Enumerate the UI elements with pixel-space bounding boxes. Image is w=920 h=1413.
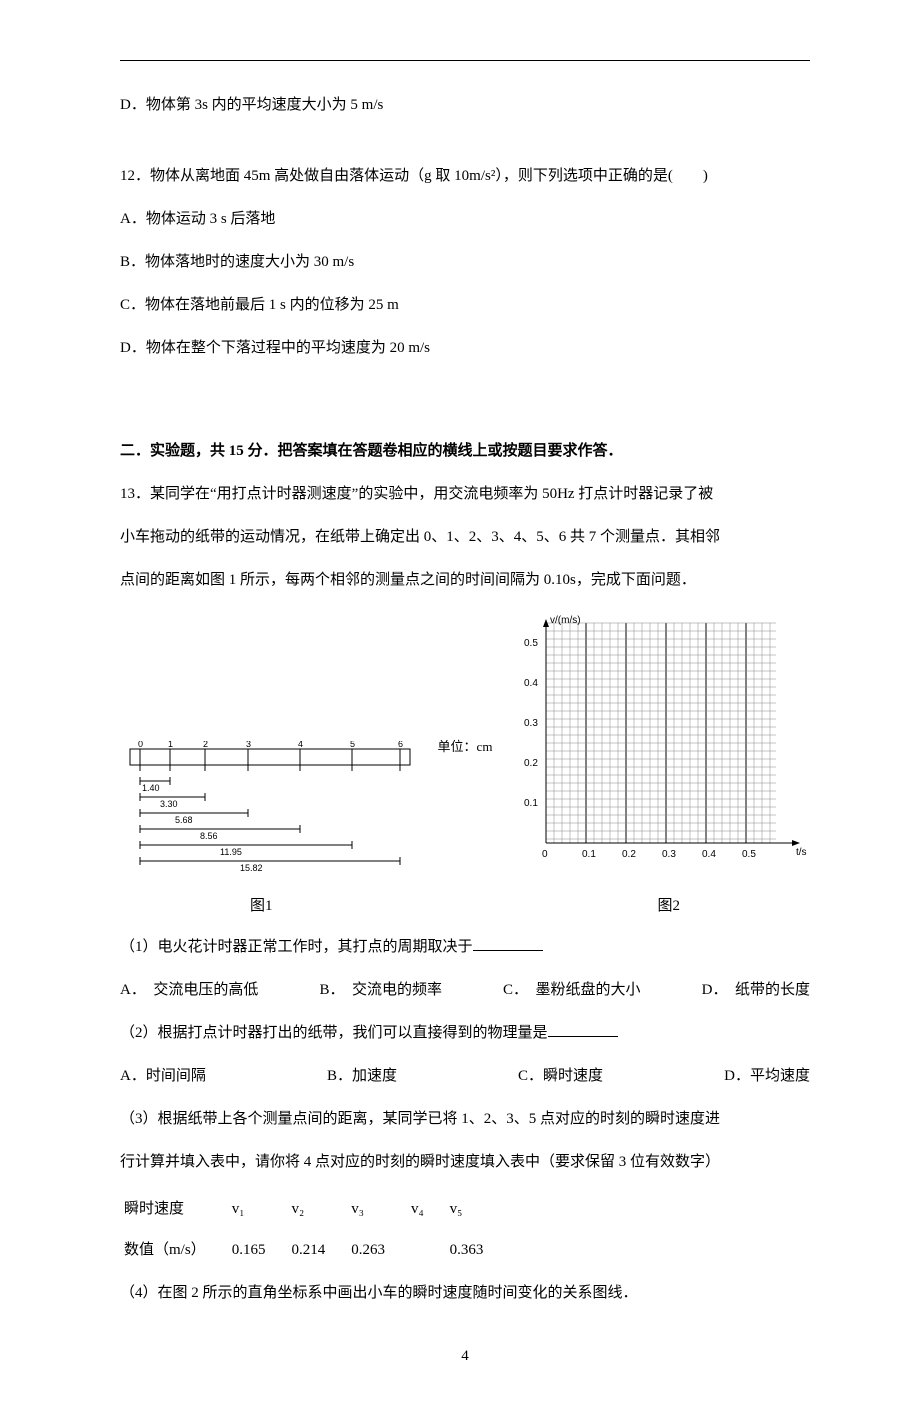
svg-text:0.1: 0.1 [582, 849, 596, 860]
td-label: 数值（m/s） [120, 1230, 228, 1271]
td-v1: 0.165 [228, 1230, 288, 1271]
top-rule [120, 60, 810, 61]
svg-text:6: 6 [398, 741, 403, 749]
svg-text:4: 4 [298, 741, 303, 749]
q13-2-a: A．时间间隔 [120, 1060, 206, 1093]
td-v5: 0.363 [446, 1230, 506, 1271]
q12-stem: 12．物体从离地面 45m 高处做自由落体运动（g 取 10m/s²），则下列选… [120, 160, 810, 193]
svg-text:3: 3 [246, 741, 251, 749]
q13-2-b: B．加速度 [327, 1060, 397, 1093]
q13-sub3b: 行计算并填入表中，请你将 4 点对应的时刻的瞬时速度填入表中（要求保留 3 位有… [120, 1146, 810, 1179]
section-2-heading: 二．实验题，共 15 分．把答案填在答题卷相应的横线上或按题目要求作答． [120, 435, 810, 468]
q12-c: C．物体在落地前最后 1 s 内的位移为 25 m [120, 289, 810, 322]
q12-a: A．物体运动 3 s 后落地 [120, 203, 810, 236]
svg-text:5.68: 5.68 [175, 815, 193, 825]
q13-sub2-opts: A．时间间隔 B．加速度 C．瞬时速度 D．平均速度 [120, 1060, 810, 1093]
q13-stem-2: 小车拖动的纸带的运动情况，在纸带上确定出 0、1、2、3、4、5、6 共 7 个… [120, 521, 810, 554]
caption-2: 图2 [657, 890, 680, 923]
q13-sub2: （2）根据打点计时器打出的纸带，我们可以直接得到的物理量是 [120, 1017, 810, 1050]
svg-text:11.95: 11.95 [220, 847, 242, 857]
q13-sub1-opts: A． 交流电压的高低 B． 交流电的频率 C． 墨粉纸盘的大小 D． 纸带的长度 [120, 974, 810, 1007]
figure-1-tape: 0 1 2 3 4 5 6 1.40 3.30 5.68 [120, 741, 420, 884]
velocity-table: 瞬时速度 v₁ v₂ v₃ v₄ v₅ 数值（m/s） 0.165 0.214 … [120, 1189, 505, 1271]
q13-1-b: B． 交流电的频率 [319, 974, 442, 1007]
svg-text:0.5: 0.5 [742, 849, 756, 860]
q13-2-c: C．瞬时速度 [518, 1060, 603, 1093]
figure-row: 0 1 2 3 4 5 6 1.40 3.30 5.68 [120, 611, 810, 884]
th-v2: v₂ [287, 1189, 347, 1230]
q13-1-a: A． 交流电压的高低 [120, 974, 258, 1007]
svg-text:0: 0 [138, 741, 143, 749]
table-row: 瞬时速度 v₁ v₂ v₃ v₄ v₅ [120, 1189, 505, 1230]
q13-1-c: C． 墨粉纸盘的大小 [503, 974, 641, 1007]
figure-2-grid: v/(m/s) t/s 0.1 0.2 0.3 0.4 0.5 0 0.1 0.… [510, 611, 810, 884]
tape-svg: 0 1 2 3 4 5 6 1.40 3.30 5.68 [120, 741, 420, 871]
unit-label: 单位：cm [438, 733, 493, 762]
page-number: 4 [120, 1340, 810, 1373]
td-v3: 0.263 [347, 1230, 407, 1271]
figure-captions: 图1 图2 [120, 890, 810, 923]
svg-text:0.2: 0.2 [524, 758, 538, 769]
th-v4: v₄ [407, 1189, 446, 1230]
q13-stem-3: 点间的距离如图 1 所示，每两个相邻的测量点之间的时间间隔为 0.10s，完成下… [120, 564, 810, 597]
svg-text:1.40: 1.40 [142, 783, 160, 793]
svg-text:0.4: 0.4 [702, 849, 716, 860]
q13-1-d: D． 纸带的长度 [702, 974, 810, 1007]
th-v3: v₃ [347, 1189, 407, 1230]
q13-sub3a: （3）根据纸带上各个测量点间的距离，某同学已将 1、2、3、5 点对应的时刻的瞬… [120, 1103, 810, 1136]
th-label: 瞬时速度 [120, 1189, 228, 1230]
svg-text:15.82: 15.82 [240, 863, 263, 871]
q13-sub1: （1）电火花计时器正常工作时，其打点的周期取决于 [120, 931, 810, 964]
svg-text:2: 2 [203, 741, 208, 749]
caption-1: 图1 [250, 890, 273, 923]
grid-svg: v/(m/s) t/s 0.1 0.2 0.3 0.4 0.5 0 0.1 0.… [510, 611, 810, 871]
td-v4 [407, 1230, 446, 1271]
svg-text:0.3: 0.3 [662, 849, 676, 860]
svg-text:0.2: 0.2 [622, 849, 636, 860]
th-v5: v₅ [446, 1189, 506, 1230]
q12-d: D．物体在整个下落过程中的平均速度为 20 m/s [120, 332, 810, 365]
td-v2: 0.214 [287, 1230, 347, 1271]
q11-d: D．物体第 3s 内的平均速度大小为 5 m/s [120, 89, 810, 122]
svg-text:5: 5 [350, 741, 355, 749]
th-v1: v₁ [228, 1189, 288, 1230]
svg-text:1: 1 [168, 741, 173, 749]
svg-text:0.5: 0.5 [524, 638, 538, 649]
svg-text:8.56: 8.56 [200, 831, 218, 841]
svg-text:t/s: t/s [796, 847, 807, 858]
svg-text:v/(m/s): v/(m/s) [550, 615, 581, 626]
svg-text:0.3: 0.3 [524, 718, 538, 729]
q13-sub4: （4）在图 2 所示的直角坐标系中画出小车的瞬时速度随时间变化的关系图线． [120, 1277, 810, 1310]
svg-text:0.1: 0.1 [524, 798, 538, 809]
svg-text:0: 0 [542, 849, 548, 860]
svg-text:0.4: 0.4 [524, 678, 538, 689]
q12-b: B．物体落地时的速度大小为 30 m/s [120, 246, 810, 279]
svg-text:3.30: 3.30 [160, 799, 178, 809]
q13-2-d: D．平均速度 [724, 1060, 810, 1093]
table-row: 数值（m/s） 0.165 0.214 0.263 0.363 [120, 1230, 505, 1271]
q13-stem-1: 13．某同学在“用打点计时器测速度”的实验中，用交流电频率为 50Hz 打点计时… [120, 478, 810, 511]
